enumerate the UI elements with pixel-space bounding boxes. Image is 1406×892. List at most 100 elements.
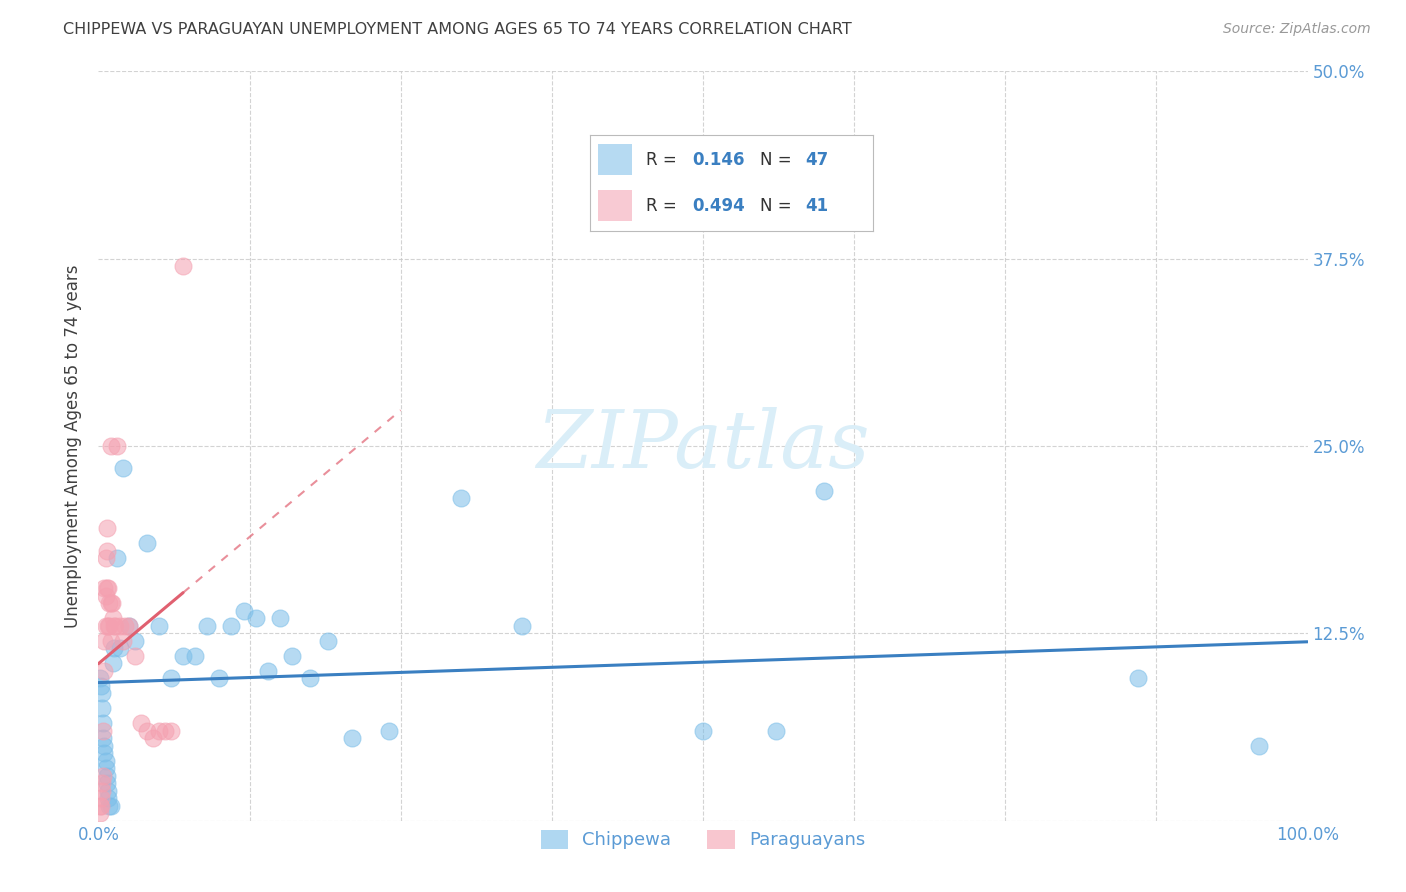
Point — [269, 611, 291, 625]
Point — [101, 611, 124, 625]
Point — [90, 679, 112, 693]
Point — [377, 723, 399, 738]
Point — [94, 754, 117, 768]
Point — [94, 761, 117, 775]
Point — [96, 521, 118, 535]
Point — [100, 596, 122, 610]
Point — [91, 769, 114, 783]
Point — [105, 439, 128, 453]
Point — [111, 461, 134, 475]
Point — [90, 798, 112, 813]
Point — [91, 776, 114, 790]
Point — [148, 723, 170, 738]
Point — [91, 701, 114, 715]
Point — [245, 611, 267, 625]
Point — [94, 589, 117, 603]
Point — [135, 536, 157, 550]
Point — [124, 648, 146, 663]
Point — [96, 769, 118, 783]
Point — [172, 648, 194, 663]
Point — [342, 731, 364, 746]
Point — [97, 619, 120, 633]
Point — [89, 798, 111, 813]
Point — [93, 664, 115, 678]
Point — [105, 551, 128, 566]
Point — [256, 664, 278, 678]
Point — [232, 604, 254, 618]
Text: 47: 47 — [806, 151, 828, 169]
Text: CHIPPEWA VS PARAGUAYAN UNEMPLOYMENT AMONG AGES 65 TO 74 YEARS CORRELATION CHART: CHIPPEWA VS PARAGUAYAN UNEMPLOYMENT AMON… — [63, 22, 852, 37]
Point — [91, 686, 114, 700]
Text: R =: R = — [647, 196, 682, 215]
Point — [89, 671, 111, 685]
Point — [172, 259, 194, 273]
Point — [98, 619, 121, 633]
Point — [135, 723, 157, 738]
FancyBboxPatch shape — [599, 190, 633, 221]
Point — [98, 596, 121, 610]
Point — [108, 641, 131, 656]
Point — [101, 657, 124, 671]
Point — [160, 671, 183, 685]
Point — [118, 619, 141, 633]
Point — [148, 619, 170, 633]
Point — [93, 746, 115, 760]
Point — [91, 716, 114, 731]
Text: 41: 41 — [806, 196, 828, 215]
Text: N =: N = — [759, 196, 797, 215]
Text: R =: R = — [647, 151, 682, 169]
Point — [114, 619, 136, 633]
Point — [299, 671, 322, 685]
Point — [104, 619, 127, 633]
Point — [91, 731, 114, 746]
Point — [94, 551, 117, 566]
Point — [510, 619, 533, 633]
Point — [1249, 739, 1271, 753]
Point — [195, 619, 218, 633]
Y-axis label: Unemployment Among Ages 65 to 74 years: Unemployment Among Ages 65 to 74 years — [65, 264, 83, 628]
Text: N =: N = — [759, 151, 797, 169]
Point — [103, 619, 125, 633]
Text: 0.494: 0.494 — [692, 196, 745, 215]
Point — [316, 633, 339, 648]
Point — [111, 633, 134, 648]
Legend: Chippewa, Paraguayans: Chippewa, Paraguayans — [533, 822, 873, 856]
Point — [450, 491, 472, 506]
Point — [90, 791, 112, 805]
Point — [97, 791, 120, 805]
Point — [100, 596, 122, 610]
FancyBboxPatch shape — [599, 145, 633, 175]
Point — [184, 648, 207, 663]
Point — [91, 723, 114, 738]
Point — [89, 806, 111, 821]
Point — [100, 633, 122, 648]
Point — [160, 723, 183, 738]
Point — [124, 633, 146, 648]
Text: ZIPatlas: ZIPatlas — [536, 408, 870, 484]
Point — [153, 723, 176, 738]
Point — [93, 582, 115, 596]
Point — [118, 619, 141, 633]
Point — [692, 723, 714, 738]
Point — [98, 798, 121, 813]
Point — [103, 641, 125, 656]
Point — [100, 439, 122, 453]
Point — [765, 723, 787, 738]
Point — [813, 483, 835, 498]
Text: 0.146: 0.146 — [692, 151, 744, 169]
Point — [142, 731, 165, 746]
Point — [94, 619, 117, 633]
Point — [281, 648, 304, 663]
Text: Source: ZipAtlas.com: Source: ZipAtlas.com — [1223, 22, 1371, 37]
Point — [100, 798, 122, 813]
Point — [93, 739, 115, 753]
Point — [129, 716, 152, 731]
Point — [96, 582, 118, 596]
Point — [96, 544, 118, 558]
Point — [221, 619, 243, 633]
Point — [97, 783, 120, 797]
Point — [1128, 671, 1150, 685]
Point — [96, 776, 118, 790]
Point — [108, 619, 131, 633]
Point — [208, 671, 231, 685]
